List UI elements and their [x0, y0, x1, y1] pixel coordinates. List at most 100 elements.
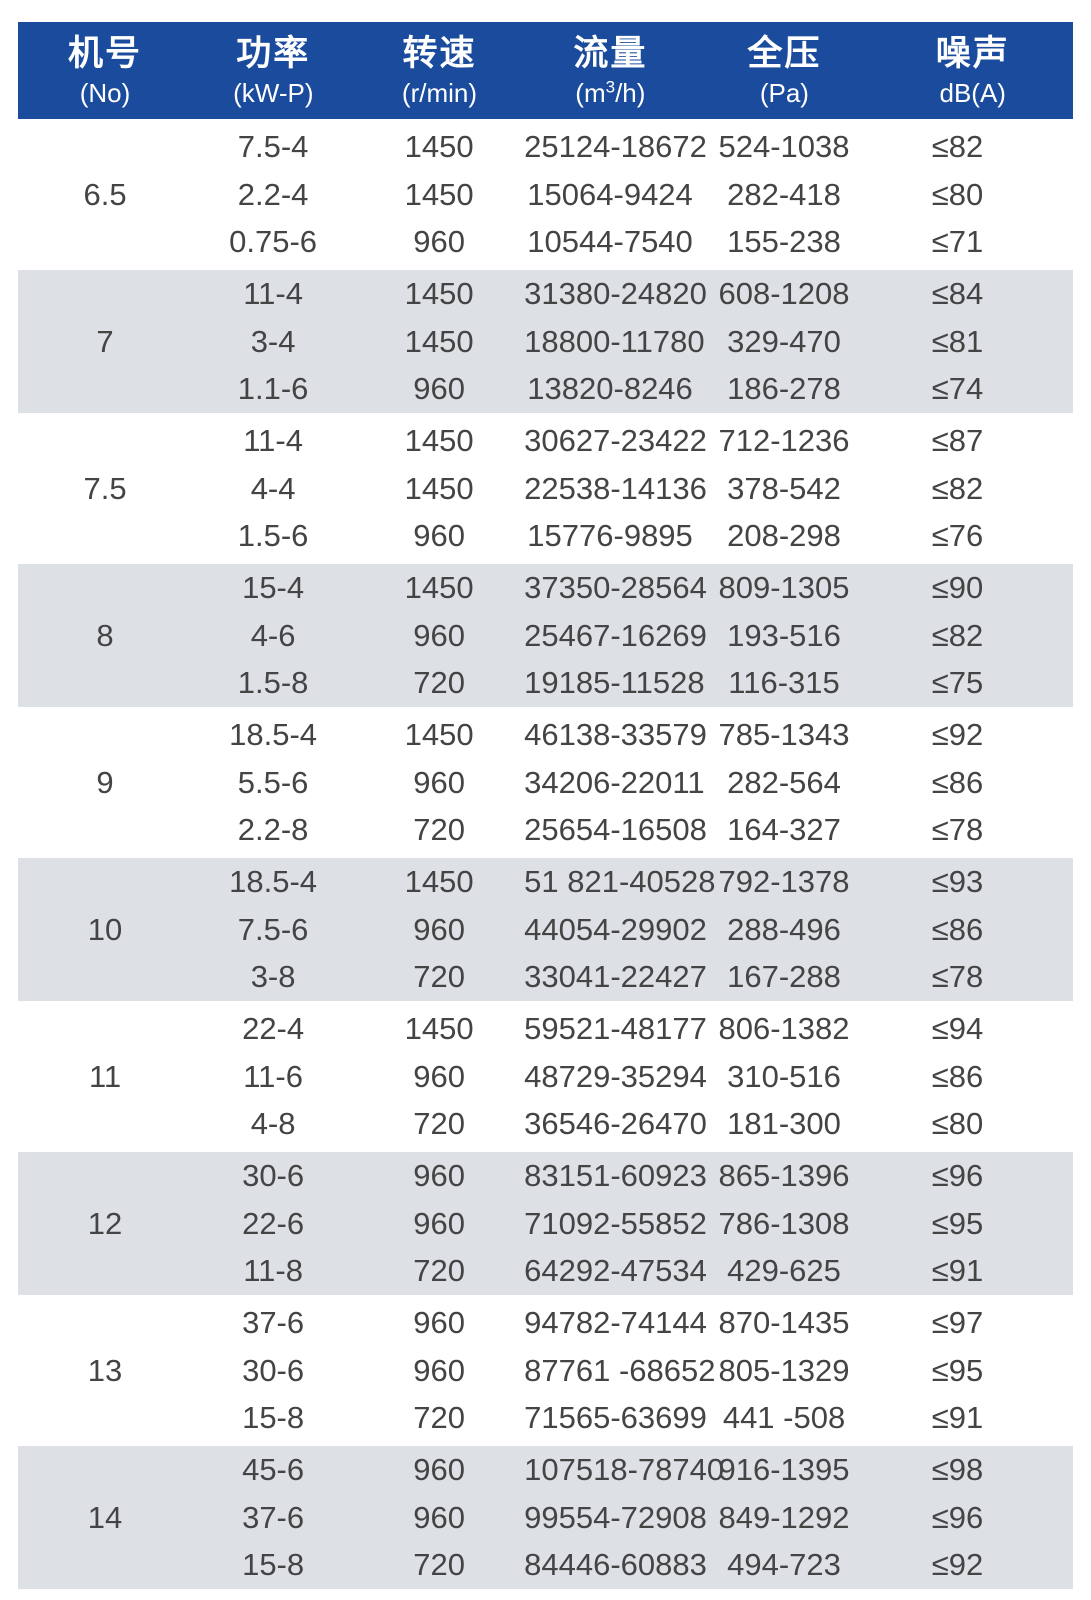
model-no-cell: 7.5 — [18, 417, 192, 560]
pressure-cell: 916-1395 — [718, 1451, 850, 1487]
pressure-cell: 870-1435 — [718, 1304, 850, 1340]
unit-superscript: 3 — [605, 76, 616, 96]
model-group: 14 45-6 960 107518-78740 916-1395 ≤98 37… — [18, 1446, 1073, 1589]
pressure-cell: 282-564 — [727, 764, 841, 800]
column-header-flow: 流量 (m3/h) — [524, 36, 696, 106]
power-cell: 18.5-4 — [229, 716, 318, 752]
column-label: 转速 — [402, 33, 477, 73]
noise-cell: ≤75 — [931, 665, 984, 701]
model-no-value: 11 — [88, 1058, 122, 1094]
flow-cell: 59521-48177 — [524, 1010, 707, 1046]
model-group-rows: 45-6 960 107518-78740 916-1395 ≤98 37-6 … — [192, 1446, 1073, 1589]
model-group-rows: 18.5-4 1450 46138-33579 785-1343 ≤92 5.5… — [192, 711, 1073, 854]
pressure-cell: 849-1292 — [718, 1499, 850, 1535]
model-no-value: 7.5 — [83, 470, 127, 506]
table-row: 22-6 960 71092-55852 786-1308 ≤95 — [192, 1200, 1073, 1248]
model-group-rows: 7.5-4 1450 25124-18672 524-1038 ≤82 2.2-… — [192, 123, 1073, 266]
flow-cell: 25124-18672 — [524, 128, 707, 164]
model-group: 6.5 7.5-4 1450 25124-18672 524-1038 ≤82 … — [18, 123, 1073, 266]
speed-cell: 720 — [413, 959, 466, 995]
flow-cell: 64292-47534 — [524, 1253, 707, 1289]
power-cell: 11-4 — [243, 275, 303, 311]
speed-cell: 960 — [413, 911, 466, 947]
speed-cell: 1450 — [404, 176, 474, 212]
column-header-power: 功率 (kW-P) — [192, 36, 354, 106]
pressure-cell: 155-238 — [727, 224, 841, 260]
noise-cell: ≤90 — [931, 569, 984, 605]
speed-cell: 960 — [413, 1451, 466, 1487]
model-no-cell: 6.5 — [18, 123, 192, 266]
table-row: 11-4 1450 31380-24820 608-1208 ≤84 — [192, 270, 1073, 318]
model-no-cell: 8 — [18, 564, 192, 707]
speed-cell: 960 — [413, 1205, 466, 1241]
table-row: 0.75-6 960 10544-7540 155-238 ≤71 — [192, 218, 1073, 266]
model-group: 9 18.5-4 1450 46138-33579 785-1343 ≤92 5… — [18, 711, 1073, 854]
model-no-cell: 13 — [18, 1299, 192, 1442]
model-no-cell: 10 — [18, 858, 192, 1001]
noise-cell: ≤86 — [931, 1058, 984, 1094]
flow-cell: 46138-33579 — [524, 716, 707, 752]
model-group: 11 22-4 1450 59521-48177 806-1382 ≤94 11… — [18, 1005, 1073, 1148]
flow-cell: 18800-11780 — [524, 323, 705, 359]
pressure-cell: 310-516 — [727, 1058, 841, 1094]
flow-cell: 31380-24820 — [524, 275, 707, 311]
speed-cell: 720 — [413, 812, 466, 848]
model-group: 7.5 11-4 1450 30627-23422 712-1236 ≤87 4… — [18, 417, 1073, 560]
power-cell: 30-6 — [242, 1352, 305, 1388]
flow-cell: 10544-7540 — [527, 224, 693, 260]
model-no-value: 14 — [87, 1499, 123, 1535]
pressure-cell: 181-300 — [727, 1106, 841, 1142]
flow-cell: 30627-23422 — [524, 422, 707, 458]
model-group: 10 18.5-4 1450 51 821-40528 792-1378 ≤93… — [18, 858, 1073, 1001]
power-cell: 15-8 — [242, 1400, 305, 1436]
column-unit: (kW-P) — [233, 77, 314, 108]
power-cell: 11-4 — [243, 422, 303, 458]
power-cell: 4-4 — [250, 470, 296, 506]
speed-cell: 1450 — [404, 716, 474, 752]
table-row: 15-8 720 71565-63699 441 -508 ≤91 — [192, 1394, 1073, 1442]
table-row: 45-6 960 107518-78740 916-1395 ≤98 — [192, 1446, 1073, 1494]
flow-cell: 84446-60883 — [524, 1547, 707, 1583]
model-group-rows: 22-4 1450 59521-48177 806-1382 ≤94 11-6 … — [192, 1005, 1073, 1148]
model-no-cell: 7 — [18, 270, 192, 413]
pressure-cell: 524-1038 — [718, 128, 850, 164]
model-group: 7 11-4 1450 31380-24820 608-1208 ≤84 3-4… — [18, 270, 1073, 413]
pressure-cell: 186-278 — [727, 371, 841, 407]
pressure-cell: 786-1308 — [718, 1205, 850, 1241]
noise-cell: ≤81 — [931, 323, 984, 359]
speed-cell: 1450 — [404, 1010, 474, 1046]
table-row: 2.2-4 1450 15064-9424 282-418 ≤80 — [192, 171, 1073, 219]
column-header-model-no: 机号 (No) — [18, 36, 192, 106]
pressure-cell: 429-625 — [727, 1253, 841, 1289]
table-row: 3-8 720 33041-22427 167-288 ≤78 — [192, 953, 1073, 1001]
pressure-cell: 441 -508 — [722, 1400, 846, 1436]
model-group: 8 15-4 1450 37350-28564 809-1305 ≤90 4-6… — [18, 564, 1073, 707]
speed-cell: 1450 — [404, 470, 474, 506]
pressure-cell: 167-288 — [727, 959, 841, 995]
model-no-value: 13 — [87, 1352, 123, 1388]
power-cell: 11-8 — [243, 1253, 303, 1289]
noise-cell: ≤91 — [931, 1400, 984, 1436]
flow-cell: 19185-11528 — [524, 665, 705, 701]
noise-cell: ≤96 — [931, 1499, 984, 1535]
noise-cell: ≤97 — [931, 1304, 984, 1340]
speed-cell: 960 — [413, 1058, 466, 1094]
table-row: 4-4 1450 22538-14136 378-542 ≤82 — [192, 465, 1073, 513]
column-unit: (r/min) — [401, 77, 477, 108]
model-no-value: 6.5 — [83, 176, 127, 212]
table-row: 11-6 960 48729-35294 310-516 ≤86 — [192, 1053, 1073, 1101]
table-body: 6.5 7.5-4 1450 25124-18672 524-1038 ≤82 … — [18, 123, 1073, 1589]
flow-cell: 13820-8246 — [527, 371, 693, 407]
flow-cell: 94782-74144 — [524, 1304, 707, 1340]
noise-cell: ≤78 — [931, 812, 984, 848]
flow-cell: 25654-16508 — [524, 812, 707, 848]
noise-cell: ≤82 — [931, 470, 984, 506]
power-cell: 37-6 — [242, 1304, 305, 1340]
table-row: 4-8 720 36546-26470 181-300 ≤80 — [192, 1100, 1073, 1148]
noise-cell: ≤92 — [931, 716, 984, 752]
pressure-cell: 785-1343 — [718, 716, 850, 752]
noise-cell: ≤82 — [931, 128, 984, 164]
speed-cell: 960 — [413, 1499, 466, 1535]
column-unit: (m3/h) — [575, 76, 645, 106]
column-label: 机号 — [68, 33, 143, 73]
